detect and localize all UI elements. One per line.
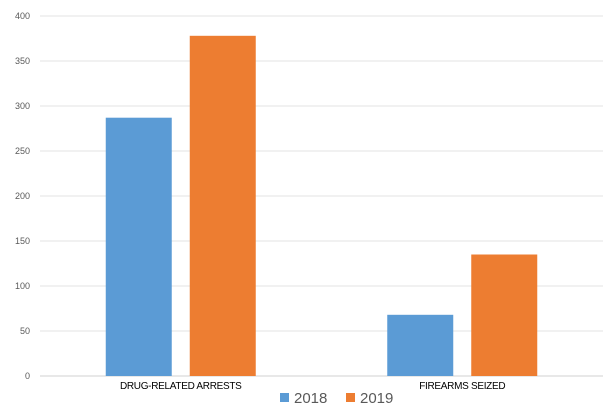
y-tick-label: 50	[20, 326, 30, 336]
bar-2019-2	[471, 254, 538, 376]
y-tick-label: 0	[25, 371, 30, 381]
x-axis: DRUG-RELATED ARRESTS FIREARMS SEIZED	[120, 381, 506, 392]
x-category-label: FIREARMS SEIZED	[419, 381, 505, 392]
y-tick-label: 100	[15, 281, 30, 291]
bar-2018-2	[387, 314, 454, 376]
y-tick-label: 350	[15, 56, 30, 66]
x-category-label: DRUG-RELATED ARRESTS	[120, 381, 242, 392]
y-tick-label: 250	[15, 146, 30, 156]
legend: 2018 2019	[280, 390, 393, 406]
legend-swatch-2018	[280, 393, 289, 402]
bar-2019-1	[189, 35, 256, 377]
legend-label: 2019	[360, 390, 393, 406]
bar-2018-1	[105, 117, 172, 376]
y-tick-label: 150	[15, 236, 30, 246]
y-axis: 0 50 100 150 200 250 300 350 400	[15, 11, 30, 381]
legend-label: 2018	[294, 390, 327, 406]
y-tick-label: 300	[15, 101, 30, 111]
bars	[105, 35, 538, 377]
y-tick-label: 400	[15, 11, 30, 21]
legend-swatch-2019	[346, 393, 355, 402]
y-tick-label: 200	[15, 191, 30, 201]
